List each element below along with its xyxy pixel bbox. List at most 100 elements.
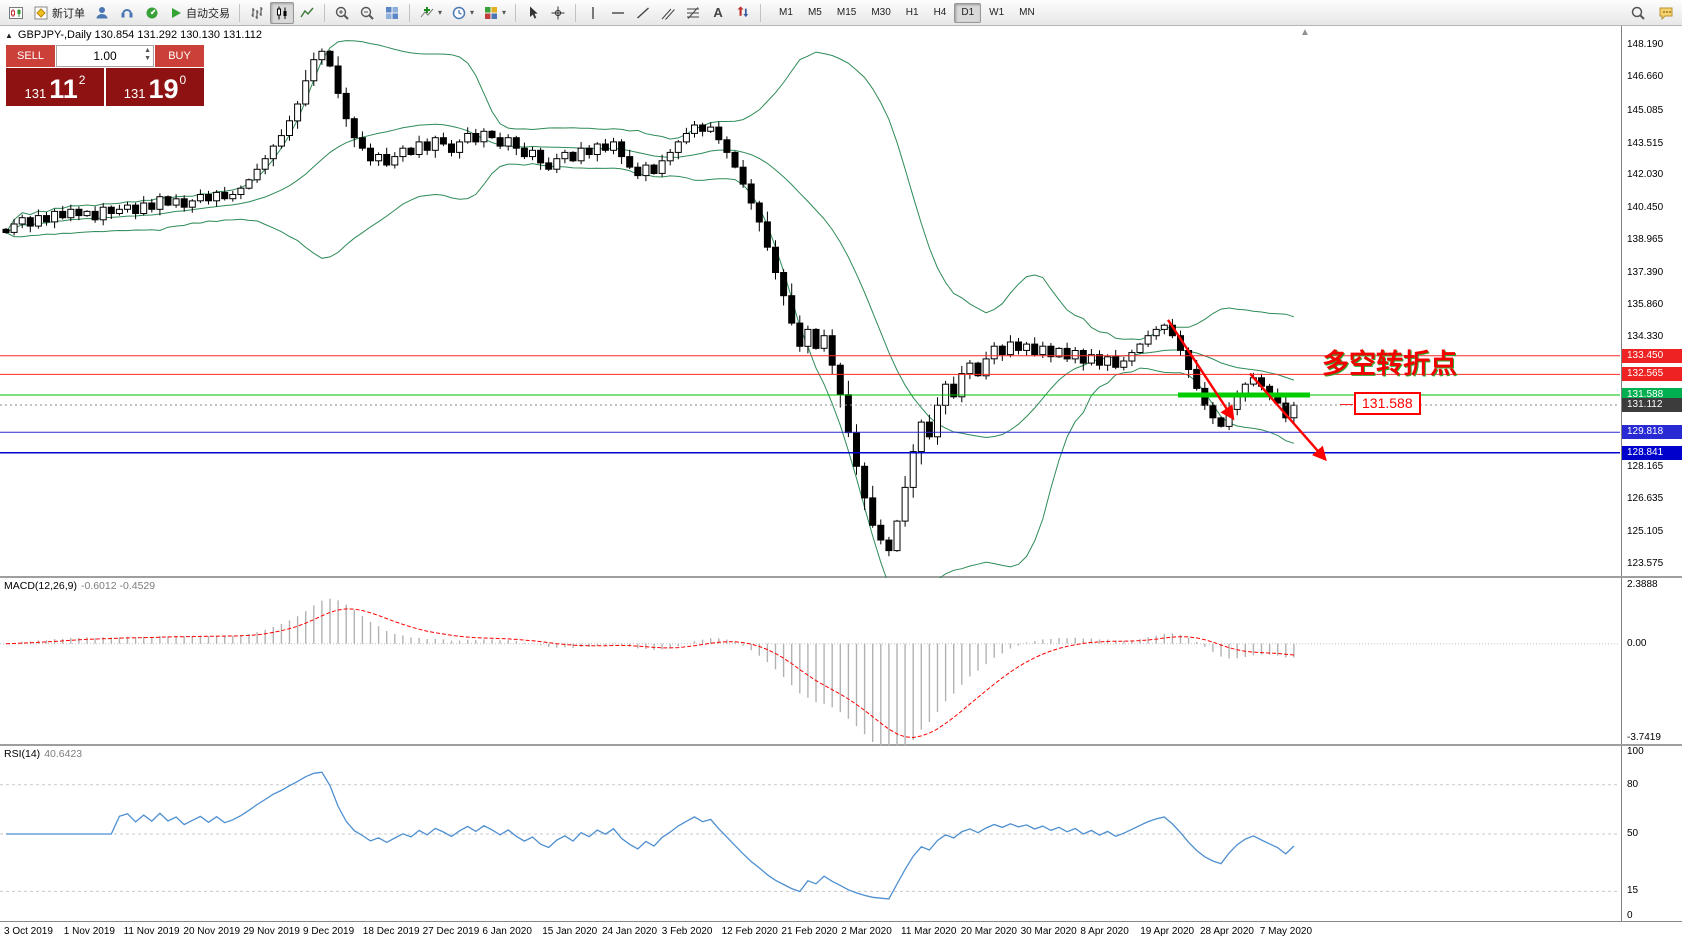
support-level-label: — 131.588 (1340, 392, 1421, 415)
arrows-tool-button[interactable] (731, 2, 755, 24)
templates-menu-button[interactable]: ▾ (479, 2, 510, 24)
date-label: 27 Dec 2019 (422, 926, 480, 937)
stepper-up-icon[interactable]: ▲ (144, 47, 151, 54)
timeframe-toolbar: M1 M5 M15 M30 H1 H4 D1 W1 MN (772, 2, 1042, 23)
date-label: 24 Jan 2020 (602, 926, 658, 937)
channel-tool-button[interactable] (656, 2, 680, 24)
price-tick: 138.965 (1627, 233, 1664, 245)
indicators-icon (420, 6, 434, 17)
cursor-tool-button[interactable] (521, 2, 545, 24)
ask-pips: 19 (148, 74, 179, 104)
price-tick: 148.190 (1627, 39, 1664, 51)
navigator-icon[interactable] (90, 2, 114, 24)
price-tick: 128.165 (1627, 461, 1664, 473)
date-label: 20 Mar 2020 (960, 926, 1017, 937)
rsi-value: 40.6423 (44, 748, 83, 760)
toolbar-separator (239, 3, 240, 22)
macd-axis-tick: -3.7419 (1627, 732, 1661, 744)
rsi-panel[interactable]: RSI(14) 40.6423 100 80 50 15 0 (0, 746, 1682, 922)
rsi-axis-tick: 50 (1627, 828, 1639, 839)
macd-axis[interactable]: 2.3888 0.00 -3.7419 (1621, 578, 1682, 744)
rsi-label: RSI(14) 40.6423 (4, 748, 83, 760)
search-icon[interactable] (1626, 2, 1650, 24)
price-tick: 145.085 (1627, 104, 1664, 116)
date-label: 30 Mar 2020 (1020, 926, 1077, 937)
date-label: 8 Apr 2020 (1080, 926, 1129, 937)
new-order-button[interactable]: 新订单 (29, 2, 89, 24)
timeframe-h4-button[interactable]: H4 (933, 7, 947, 18)
buy-button[interactable]: BUY (155, 45, 204, 67)
new-chart-button[interactable] (4, 2, 28, 24)
chevron-down-icon: ▾ (438, 8, 443, 17)
bid-frac: 2 (78, 73, 86, 87)
community-icon[interactable] (1654, 2, 1678, 24)
price-tick: 135.860 (1627, 298, 1664, 310)
new-order-label: 新订单 (52, 7, 85, 20)
level-dash: — (1340, 396, 1353, 411)
zoom-out-button[interactable] (355, 2, 379, 24)
ask-price[interactable]: 131 19 0 (106, 68, 204, 106)
volume-stepper[interactable]: ▲ ▼ (144, 47, 151, 63)
timeframe-mn-button[interactable]: MN (1019, 7, 1035, 18)
date-label: 21 Feb 2020 (781, 926, 838, 937)
crosshair-tool-button[interactable] (546, 2, 570, 24)
time-axis[interactable]: 3 Oct 2019 1 Nov 2019 11 Nov 2019 20 Nov 20… (0, 922, 1682, 944)
bar-chart-mode-button[interactable] (245, 2, 269, 24)
timeframe-m15-button[interactable]: M15 (836, 7, 857, 18)
zoom-in-button[interactable] (330, 2, 354, 24)
stepper-down-icon[interactable]: ▼ (144, 55, 151, 62)
macd-label: MACD(12,26,9) -0.6012 -0.4529 (4, 580, 156, 592)
price-axis[interactable]: 148.190 146.660 145.085 143.515 142.030 140.4… (1621, 26, 1682, 576)
timeframe-h1-button[interactable]: H1 (905, 7, 919, 18)
volume-input[interactable]: 1.00 ▲ ▼ (56, 45, 154, 67)
rsi-indicator-chart[interactable] (0, 746, 1620, 922)
symbol-ohlc-header: ▲ GBPJPY-,Daily 130.854 131.292 130.130 1… (5, 29, 262, 41)
chart-shift-marker[interactable]: ▲ (1300, 27, 1310, 38)
symbol-ohlc-text: GBPJPY-,Daily 130.854 131.292 130.130 13… (17, 29, 262, 41)
macd-indicator-chart[interactable] (0, 578, 1620, 746)
auto-trading-button[interactable]: 自动交易 (165, 2, 234, 24)
main-chart-panel[interactable]: 148.190 146.660 145.085 143.515 142.030 140.4… (0, 26, 1682, 578)
date-label: 7 May 2020 (1259, 926, 1313, 937)
rsi-axis[interactable]: 100 80 50 15 0 (1621, 746, 1682, 921)
date-label: 3 Oct 2019 (4, 926, 53, 937)
horizontal-line-tool-button[interactable] (606, 2, 630, 24)
price-tick: 142.030 (1627, 168, 1664, 180)
rsi-axis-tick: 15 (1627, 885, 1639, 897)
date-label: 19 Apr 2020 (1140, 926, 1195, 937)
text-tool-button[interactable]: A (713, 5, 723, 20)
macd-axis-tick: 2.3888 (1627, 579, 1658, 590)
macd-axis-tick: 0.00 (1627, 637, 1647, 649)
clock-icon (452, 6, 466, 19)
timeframe-d1-button[interactable]: D1 (954, 2, 982, 23)
trade-panel-toggle[interactable]: ▲ (5, 31, 13, 40)
ask-frac: 0 (179, 73, 187, 87)
price-badge: 133.450 (1622, 348, 1682, 363)
line-chart-mode-button[interactable] (295, 2, 319, 24)
periods-menu-button[interactable]: ▾ (447, 2, 478, 24)
macd-panel[interactable]: MACD(12,26,9) -0.6012 -0.4529 2.3888 0.00 -… (0, 578, 1682, 746)
terminal-icon[interactable] (115, 2, 139, 24)
fibonacci-tool-button[interactable] (681, 2, 705, 24)
price-badge: 131.112 (1622, 397, 1682, 412)
strategy-tester-icon[interactable] (140, 2, 164, 24)
price-tick: 146.660 (1627, 71, 1664, 83)
rsi-axis-tick: 0 (1627, 910, 1633, 921)
candlestick-chart[interactable] (0, 26, 1620, 578)
tile-windows-button[interactable] (380, 2, 404, 24)
date-label: 2 Mar 2020 (841, 926, 892, 937)
rsi-axis-tick: 80 (1627, 778, 1639, 790)
sell-button[interactable]: SELL (6, 45, 55, 67)
indicators-menu-button[interactable]: ▾ (415, 2, 446, 24)
template-icon (485, 6, 498, 19)
volume-value: 1.00 (93, 49, 117, 63)
bid-price[interactable]: 131 11 2 (6, 68, 104, 106)
candlestick-mode-button[interactable] (270, 1, 294, 24)
timeframe-m30-button[interactable]: M30 (871, 7, 891, 18)
timeframe-m1-button[interactable]: M1 (779, 7, 793, 18)
trendline-tool-button[interactable] (631, 2, 655, 24)
timeframe-m5-button[interactable]: M5 (807, 7, 822, 18)
timeframe-w1-button[interactable]: W1 (989, 7, 1005, 18)
auto-trading-icon (172, 7, 181, 18)
vertical-line-tool-button[interactable] (581, 2, 605, 24)
